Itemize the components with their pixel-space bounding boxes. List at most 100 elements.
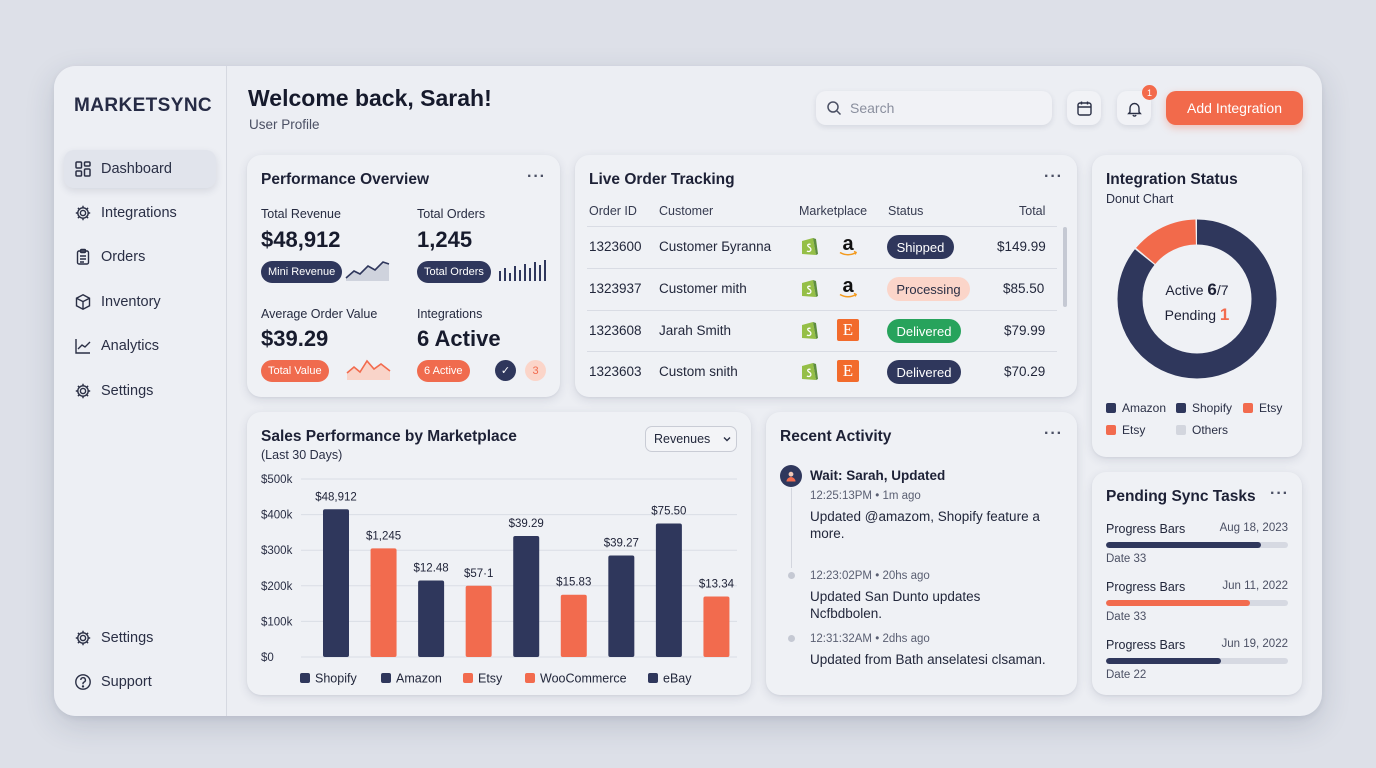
notifications-button[interactable]: 1 [1117, 85, 1157, 125]
more-options-icon[interactable]: ··· [527, 168, 546, 185]
card-title: Pending Sync Tasks [1106, 488, 1256, 505]
more-options-icon[interactable]: ··· [1270, 485, 1289, 502]
timeline-dot [788, 572, 795, 579]
sparkline-icon [346, 359, 391, 380]
card-title: Integration Status [1106, 171, 1238, 188]
amazon-icon: a [837, 277, 859, 299]
bar-data-label: $75.50 [651, 506, 686, 518]
status-badge: Shipped [887, 235, 954, 259]
column-header: Customer [659, 204, 714, 218]
legend-label: Shopify [315, 672, 357, 686]
gear-icon [75, 205, 91, 221]
sidebar-item-analytics[interactable]: Analytics [64, 327, 216, 365]
card-subtitle: Donut Chart [1106, 192, 1174, 206]
card-title: Recent Activity [780, 428, 892, 445]
help-icon [75, 674, 91, 690]
sidebar-item-label: Support [101, 674, 152, 690]
activity-text: Updated from Bath anselatesi clsaman. [810, 652, 1046, 667]
sidebar-item-dashboard[interactable]: Dashboard [64, 150, 216, 188]
pending-label: Pending [1164, 307, 1217, 323]
task-label: Progress Bars [1106, 638, 1186, 652]
scrollbar[interactable] [1063, 227, 1067, 307]
chevron-down-icon [723, 437, 731, 442]
y-tick-label: $0 [261, 652, 274, 664]
bar[interactable] [418, 580, 445, 657]
active-total: /7 [1216, 282, 1229, 298]
timeline-dot [788, 635, 795, 642]
task-subtitle: Date 33 [1106, 553, 1147, 565]
progress-bar [1106, 600, 1288, 606]
card-title: Performance Overview [261, 171, 430, 188]
bar[interactable] [465, 585, 492, 657]
column-header: Marketplace [799, 204, 868, 218]
clipboard-icon [76, 248, 90, 265]
notification-badge: 1 [1142, 85, 1157, 100]
revenue-dropdown[interactable]: Revenues [645, 426, 737, 452]
user-profile-link[interactable]: User Profile [249, 117, 320, 132]
bar[interactable] [608, 555, 635, 657]
calendar-button[interactable] [1067, 91, 1101, 125]
bar[interactable] [323, 509, 349, 657]
mini-bars-icon [499, 260, 546, 281]
pending-sync-tasks-card: Pending Sync Tasks ··· Progress Bars Aug… [1092, 472, 1302, 695]
bar-data-label: $39.29 [509, 518, 544, 530]
bar-data-label: $57·1 [464, 568, 493, 580]
progress-fill [1106, 658, 1221, 664]
task-label: Progress Bars [1106, 522, 1186, 536]
sidebar-item-settings[interactable]: Settings [64, 372, 216, 410]
bar-data-label: $15.83 [556, 577, 591, 589]
sidebar-item-integrations[interactable]: Integrations [64, 194, 216, 232]
bar[interactable] [703, 596, 730, 657]
kpi-value: $48,912 [261, 227, 341, 252]
order-id: 1323603 [589, 364, 642, 379]
order-id: 1323600 [589, 239, 642, 254]
avatar [780, 465, 802, 487]
y-tick-label: $100k [261, 616, 293, 628]
check-icon: ✓ [495, 360, 516, 381]
activity-text: Updated San Dunto updates Ncfbdbolen. [810, 589, 981, 621]
column-header: Order ID [589, 204, 637, 218]
task-date: Jun 19, 2022 [1221, 638, 1288, 650]
sales-performance-card: Sales Performance by Marketplace (Last 3… [247, 412, 751, 695]
sidebar-item-orders[interactable]: Orders [64, 238, 216, 276]
amazon-icon: a [837, 235, 859, 257]
etsy-icon: E [837, 360, 859, 382]
svg-text:a: a [842, 235, 854, 255]
sidebar-item-settings-bottom[interactable]: Settings [64, 619, 216, 657]
sidebar-item-support[interactable]: Support [64, 663, 216, 701]
recent-activity-card: Recent Activity ··· Wait: Sarah, Updated… [766, 412, 1077, 695]
search-input[interactable] [850, 100, 1030, 116]
activity-time: 12:31:32AM • 2dhs ago [810, 633, 930, 645]
status-badge: Processing [887, 277, 970, 301]
sparkline-icon [345, 261, 390, 281]
customer-name: Customer mith [659, 281, 747, 296]
bar[interactable] [655, 523, 682, 658]
more-options-icon[interactable]: ··· [1044, 168, 1063, 185]
sidebar-item-label: Inventory [101, 294, 161, 310]
donut-pending-text: Pending 1 [1092, 305, 1302, 325]
add-integration-button[interactable]: Add Integration [1166, 91, 1303, 125]
order-total: $149.99 [997, 239, 1046, 254]
y-tick-label: $400k [261, 510, 293, 522]
sidebar-item-label: Orders [101, 249, 146, 265]
progress-bar [1106, 658, 1288, 664]
app-window: MARKETSYNC Dashboard Integrations Orders… [54, 66, 1322, 716]
legend-label: Amazon [396, 672, 442, 686]
bar[interactable] [513, 535, 540, 657]
order-id: 1323608 [589, 323, 642, 338]
search-bar[interactable] [816, 91, 1052, 125]
order-id: 1323937 [589, 281, 642, 296]
shopify-icon [798, 277, 820, 299]
sidebar-item-inventory[interactable]: Inventory [64, 283, 216, 321]
order-total: $70.29 [1004, 364, 1046, 379]
donut-chart [1117, 219, 1277, 379]
gear-icon [75, 383, 91, 399]
bar-data-label: $1,245 [366, 530, 401, 542]
bar[interactable] [560, 594, 587, 657]
donut-active-text: Active 6/7 [1092, 280, 1302, 300]
more-options-icon[interactable]: ··· [1044, 425, 1063, 442]
status-badge: Delivered [887, 360, 961, 384]
bar-chart: $0 $100k $200k $300k $400k $500k $48,912 $1,245… [261, 474, 737, 686]
bar[interactable] [370, 548, 397, 657]
page-title: Welcome back, Sarah! [248, 85, 492, 111]
